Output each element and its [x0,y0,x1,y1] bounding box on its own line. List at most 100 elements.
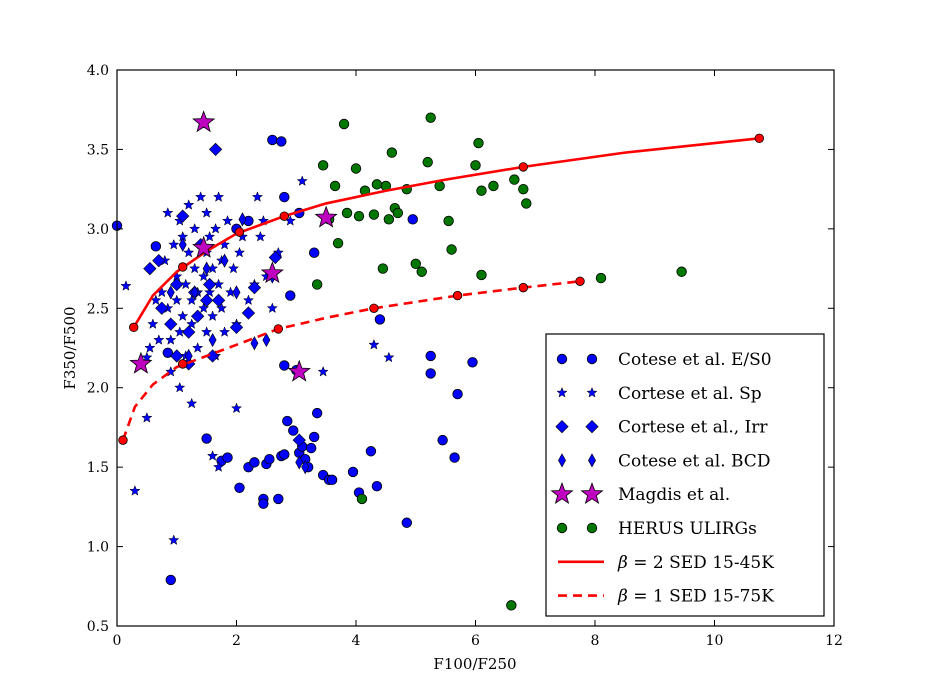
legend-label: Cortese et al. Sp [618,384,762,404]
data-point [267,134,278,146]
data-point [208,332,217,348]
data-point [189,222,201,234]
data-point [476,269,487,281]
line-marker [754,133,765,144]
x-tick-label: 4 [352,633,361,649]
data-point [279,449,290,460]
data-point [365,446,377,457]
series-beta1-line [118,276,585,445]
legend-label: Cotese et al. E/S0 [618,350,772,370]
data-point [410,258,421,270]
data-point [288,425,299,436]
data-point [368,209,380,220]
data-point [155,301,169,315]
data-point [422,156,433,168]
series-line [132,137,760,329]
data-point [314,205,338,228]
data-point [301,460,310,475]
legend-label: Cortese et al., Irr [618,418,768,438]
data-point [201,433,212,444]
line-marker [518,162,529,172]
legend-entry: β = 1 SED 15-75K [558,587,774,607]
line-marker [518,282,529,293]
data-point [212,461,225,472]
data-point [295,455,304,470]
series-thin-diamond [166,212,310,475]
data-point [178,237,187,252]
data-point [183,199,195,210]
data-point [425,112,436,123]
data-point [258,498,269,509]
data-point [242,294,255,306]
line-marker [118,435,128,445]
data-point [201,207,213,218]
data-point [162,347,173,358]
y-tick-label: 2.5 [87,301,109,317]
legend-frame [545,333,825,617]
legend-entry: Magdis et al. [550,482,730,505]
legend-entry: Cortese et al. Sp [556,384,762,404]
legend-entry: HERUS ULIRGs [556,519,757,539]
data-point [416,266,427,277]
data-point [282,415,293,427]
data-point [353,210,365,222]
y-tick-label: 1.0 [87,540,109,556]
data-point [211,293,226,307]
legend: Cotese et al. E/S0 Cortese et al. Sp Corte… [545,333,825,617]
data-point [143,261,157,276]
data-point [220,253,229,268]
data-point [164,317,178,331]
data-point [247,281,262,295]
data-point [212,278,225,290]
legend-marker [558,453,566,468]
data-point [279,191,290,203]
data-point [407,214,418,225]
data-point [332,237,344,249]
line-marker [279,211,290,221]
legend-marker [588,453,596,468]
data-point [144,342,156,353]
data-point [177,310,189,322]
data-point [425,350,436,362]
data-point [347,466,359,478]
legend-marker [550,482,574,505]
data-point [141,351,153,363]
data-point [676,266,687,277]
legend-marker [586,386,598,398]
data-point [241,306,256,320]
data-point [509,174,520,185]
x-axis-label: F100/F250 [433,655,516,673]
data-point [170,349,184,363]
data-point [195,191,207,202]
data-point [250,336,259,351]
line-marker [178,359,188,369]
data-point [203,286,216,298]
data-point [192,342,204,353]
data-point [368,338,380,350]
data-point [191,309,205,323]
data-point [311,279,323,290]
legend-marker [586,522,598,534]
data-point [377,263,389,274]
axes-layer: 0 2 4 6 8 10 12 0.5 1.0 1.5 2.0 2.5 3.0 3.5 4.0 [87,63,843,649]
y-tick-label: 2.0 [87,381,109,397]
legend-entry: Cotese et al. BCD [558,451,770,471]
series-beta2-line [129,133,765,333]
data-point [166,285,175,300]
data-point [206,310,219,322]
line-marker [273,324,284,334]
data-point [171,294,183,306]
data-point [279,360,290,371]
data-point [165,574,176,586]
y-tick-label: 1.5 [87,460,109,476]
legend-marker [580,482,604,505]
data-point [356,493,368,505]
x-tick-label: 6 [471,633,480,649]
data-point [162,207,174,218]
data-point [208,142,223,157]
data-point [232,285,241,300]
data-point [266,302,278,314]
line-marker [178,262,188,272]
data-point [446,244,457,255]
